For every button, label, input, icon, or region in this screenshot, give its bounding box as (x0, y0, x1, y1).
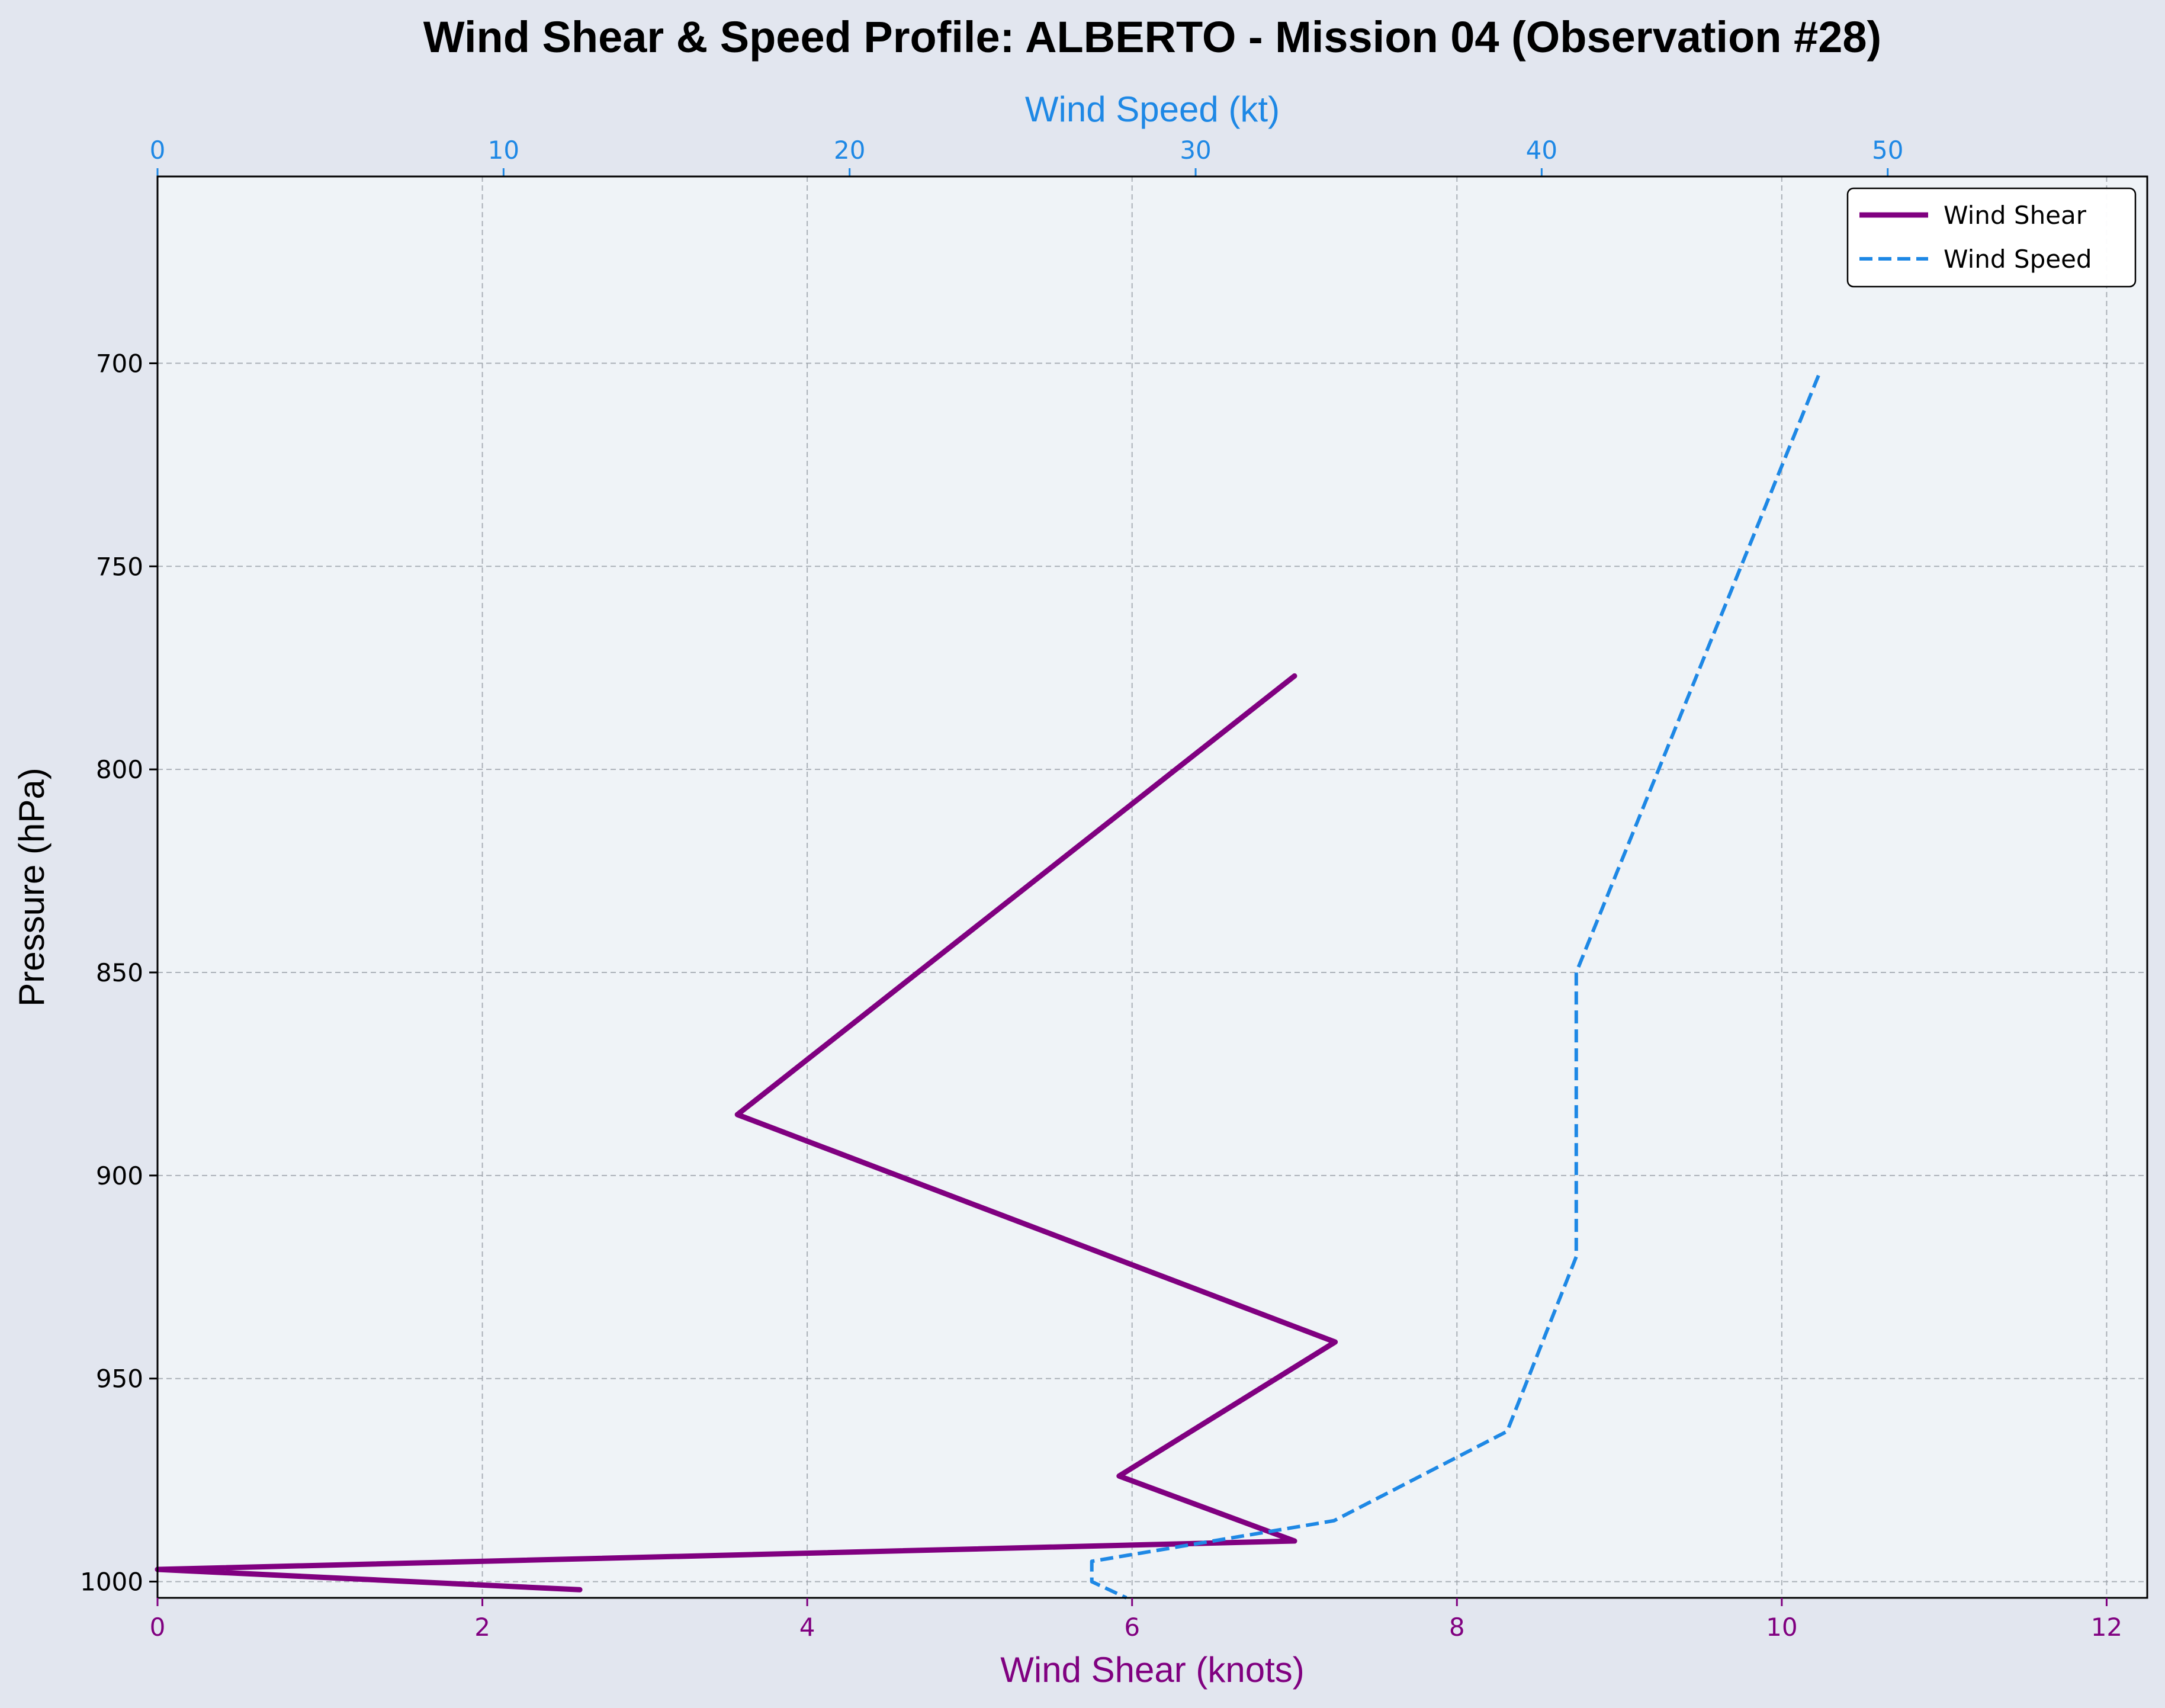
y-tick-label: 850 (96, 958, 143, 987)
series-wind-speed (1090, 374, 1820, 1600)
legend-label-wind-speed: Wind Speed (1944, 245, 2092, 274)
chart-title: Wind Shear & Speed Profile: ALBERTO - Mi… (423, 12, 1881, 62)
top-tick-label: 50 (1872, 136, 1903, 165)
y-axis-label: Pressure (hPa) (12, 768, 52, 1006)
y-tick-label: 900 (96, 1161, 143, 1190)
y-tick-label: 700 (96, 349, 143, 378)
legend: Wind Shear Wind Speed (1846, 187, 2137, 288)
top-tick-label: 20 (834, 136, 865, 165)
top-tick-label: 30 (1180, 136, 1211, 165)
y-tick-label: 1000 (80, 1568, 143, 1597)
bottom-tick-label: 12 (2091, 1613, 2122, 1642)
bottom-axis-label: Wind Shear (knots) (1000, 1650, 1305, 1690)
bottom-tick-label: 10 (1766, 1613, 1797, 1642)
bottom-tick-label: 0 (150, 1613, 166, 1642)
top-axis-label: Wind Speed (kt) (1025, 89, 1280, 129)
legend-label-wind-shear: Wind Shear (1944, 201, 2087, 230)
y-tick-label: 750 (96, 552, 143, 581)
top-tick-label: 10 (488, 136, 519, 165)
bottom-axis-ticks: 0 2 4 6 8 10 12 (150, 1598, 2122, 1642)
y-tick-label: 950 (96, 1365, 143, 1394)
top-axis-ticks: 0 10 20 30 40 50 (150, 136, 1903, 176)
bottom-tick-label: 2 (474, 1613, 490, 1642)
top-tick-label: 0 (150, 136, 166, 165)
bottom-tick-label: 8 (1449, 1613, 1465, 1642)
y-tick-label: 800 (96, 755, 143, 784)
top-tick-label: 40 (1526, 136, 1557, 165)
bottom-tick-label: 4 (799, 1613, 815, 1642)
plot-frame (156, 175, 2148, 1599)
plot-area (158, 176, 2147, 1598)
bottom-tick-label: 6 (1124, 1613, 1140, 1642)
y-axis-ticks: 700 750 800 850 900 950 1000 (80, 349, 158, 1597)
